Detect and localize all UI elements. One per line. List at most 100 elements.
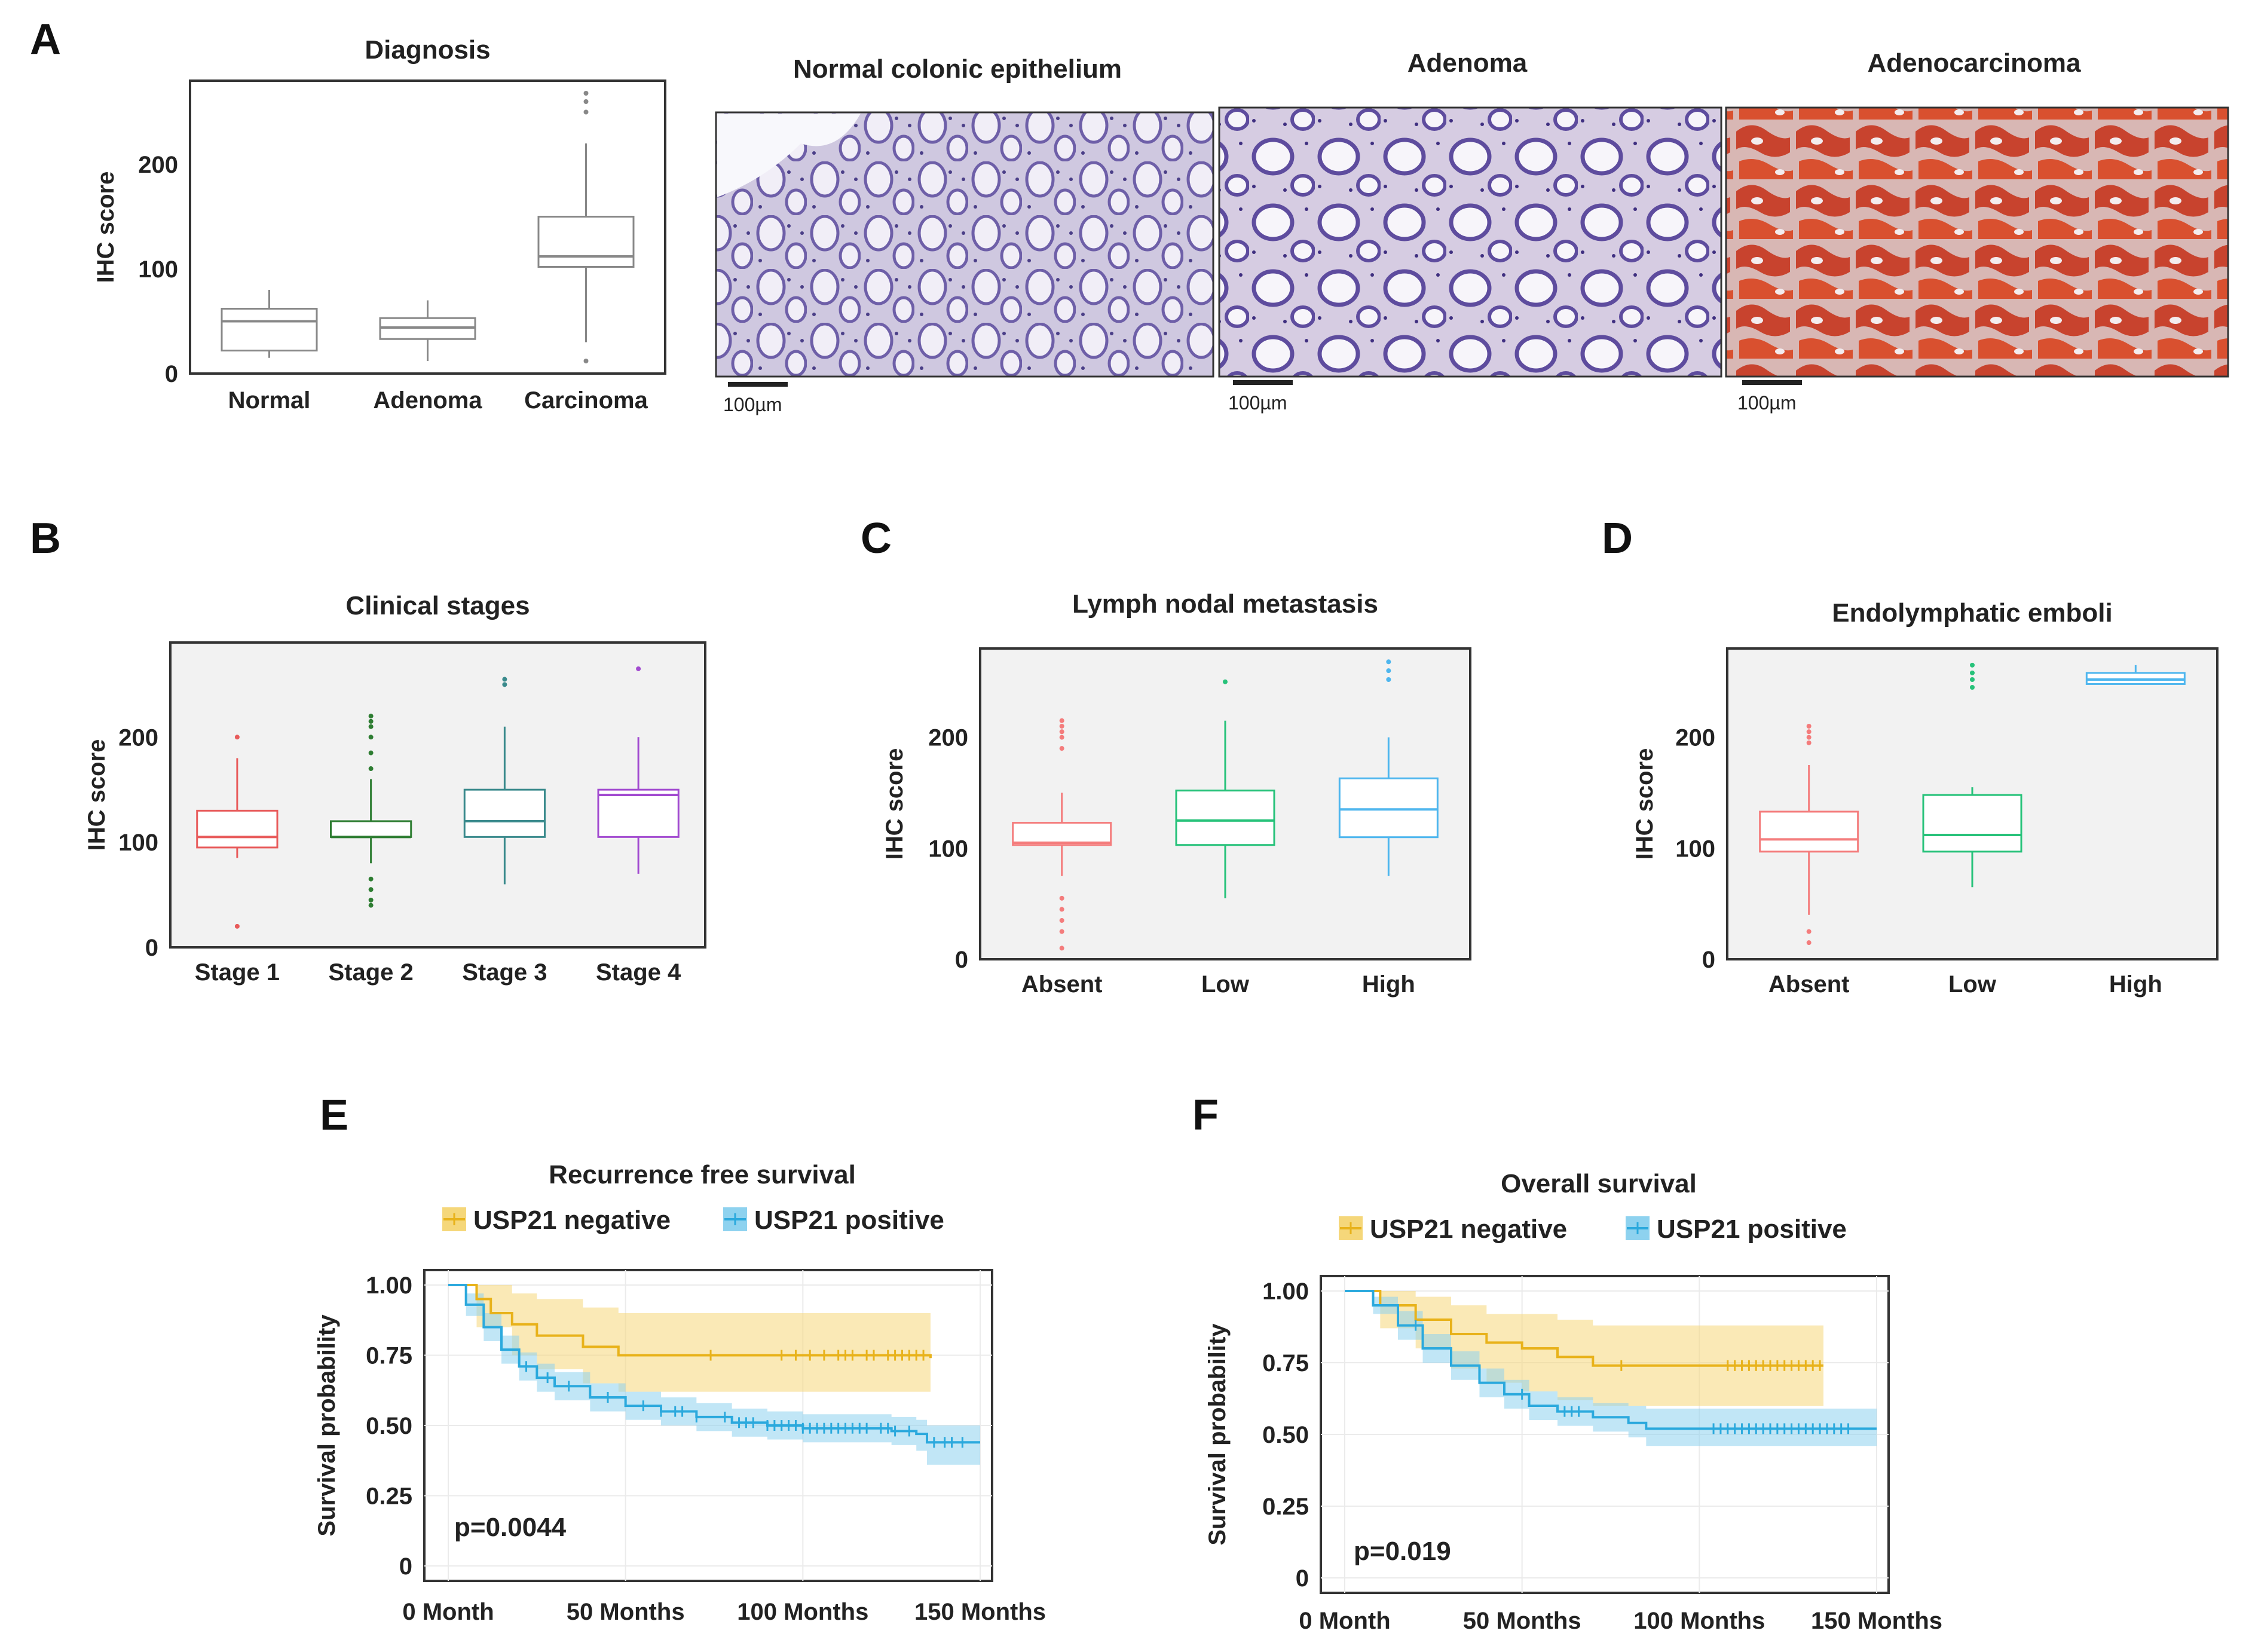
confidence-band-usp21-positive (448, 1285, 980, 1465)
legend-label: USP21 positive (1657, 1214, 1847, 1244)
box-iqr (196, 809, 279, 849)
x-tick-label: 150 Months (914, 1599, 1046, 1625)
p-value-annotation: p=0.0044 (454, 1513, 567, 1542)
y-tick-label: 200 (928, 725, 968, 751)
outlier-point (368, 897, 374, 903)
box-carcinoma (537, 91, 635, 363)
legend-label: USP21 negative (473, 1206, 671, 1235)
y-tick-label: 0 (165, 361, 178, 387)
panel-letter-d: D (1602, 515, 1633, 562)
outlier-point (368, 750, 374, 755)
histology-lumen-normal (717, 114, 861, 197)
x-tick-label: 50 Months (1463, 1608, 1581, 1634)
x-tick-label: Stage 4 (596, 959, 681, 986)
outlier-point (1970, 662, 1975, 668)
outlier-point (368, 766, 374, 772)
y-tick-label: 0.50 (366, 1413, 412, 1439)
y-tick-label: 200 (138, 152, 178, 178)
survival-curve-usp21-negative (448, 1284, 932, 1359)
outlier-point (583, 91, 589, 96)
outlier-point (368, 876, 374, 882)
outlier-point (1059, 746, 1064, 751)
legend-item-usp21-positive: USP21 positive (1626, 1214, 1847, 1244)
boxplot-endolymphatic-emboli: Endolymphatic emboli 0 100 200 IHC score Abse… (1632, 598, 2219, 998)
box-absent (1012, 718, 1112, 951)
outlier-point (1059, 918, 1064, 923)
x-tick-label: 100 Months (1633, 1608, 1765, 1634)
box-high (1338, 659, 1439, 876)
y-axis-label: IHC score (1632, 748, 1658, 860)
x-tick-label: High (1362, 971, 1415, 998)
histology-title-adenoma: Adenoma (1407, 48, 1528, 78)
histology-title-adenocarcinoma: Adenocarcinoma (1868, 48, 2082, 78)
x-tick-label: Absent (1768, 971, 1850, 998)
x-tick-label: Stage 2 (328, 959, 413, 986)
chart-title: Endolymphatic emboli (1832, 598, 2112, 628)
box-iqr (221, 308, 318, 351)
box-absent (1759, 724, 1859, 946)
box-iqr (1012, 822, 1112, 846)
chart-title: Clinical stages (345, 591, 530, 620)
x-tick-label: 50 Months (567, 1599, 685, 1625)
legend-label: USP21 positive (754, 1206, 944, 1235)
legend-item-usp21-positive: USP21 positive (723, 1206, 944, 1235)
histology-image-adenoma (1218, 106, 1722, 378)
outlier-point (1970, 685, 1975, 690)
y-tick-label: 1.00 (366, 1272, 412, 1299)
outlier-point (583, 359, 589, 363)
outlier-point (1806, 929, 1812, 934)
km-recurrence-free-survival: Recurrence free survival USP21 negative US… (314, 1160, 1046, 1625)
legend-label: USP21 negative (1370, 1214, 1567, 1244)
histology-normal: Normal colonic epithelium 100µm (715, 54, 1214, 415)
box-iqr (1922, 794, 2022, 853)
outlier-point (1059, 929, 1064, 934)
y-tick-label: 0.75 (366, 1343, 412, 1369)
y-tick-label: 200 (1675, 725, 1715, 751)
outlier-point (368, 735, 374, 740)
box-iqr (463, 788, 546, 838)
y-tick-label: 100 (138, 256, 178, 283)
outlier-point (1806, 940, 1812, 946)
chart-title: Diagnosis (365, 35, 490, 65)
box-iqr (1759, 810, 1859, 853)
outlier-point (1806, 724, 1812, 729)
y-tick-label: 0 (1296, 1565, 1309, 1592)
y-tick-label: 100 (1675, 836, 1715, 862)
outlier-point (368, 887, 374, 892)
box-low (1175, 679, 1275, 898)
box-stage-1 (196, 735, 279, 929)
chart-title: Lymph nodal metastasis (1072, 589, 1378, 619)
outlier-point (1059, 895, 1064, 901)
legend-item-usp21-negative: USP21 negative (1339, 1214, 1567, 1244)
chart-title: Overall survival (1501, 1169, 1697, 1198)
outlier-point (1970, 670, 1975, 675)
histology-adenoma: Adenoma 100µm (1218, 48, 1722, 414)
y-tick-label: 0.25 (1262, 1494, 1309, 1520)
x-tick-label: Stage 3 (462, 959, 547, 986)
outlier-point (502, 682, 507, 687)
x-tick-label: 0 Month (402, 1599, 494, 1625)
y-axis-label: Survival probability (1204, 1323, 1231, 1546)
outlier-point (1059, 907, 1064, 912)
histology-title-normal: Normal colonic epithelium (793, 54, 1122, 84)
y-axis-label: IHC score (882, 748, 908, 860)
x-tick-label: Absent (1021, 971, 1103, 998)
y-tick-label: 1.00 (1262, 1278, 1309, 1305)
outlier-point (1059, 718, 1064, 723)
y-axis-label: IHC score (84, 739, 110, 851)
panel-letter-f: F (1192, 1091, 1219, 1139)
outlier-point (502, 677, 507, 682)
confidence-band-usp21-negative (1345, 1291, 1823, 1406)
box-high (2085, 665, 2186, 685)
scale-label-normal: 100µm (723, 394, 782, 415)
outlier-point (1386, 677, 1391, 682)
panel-letter-c: C (861, 515, 892, 562)
p-value-annotation: p=0.019 (1354, 1537, 1451, 1566)
box-low (1922, 662, 2022, 888)
histology-image-adenocarcinoma (1725, 106, 2229, 378)
km-overall-survival: Overall survival USP21 negative USP21 posi… (1204, 1169, 1942, 1634)
outlier-point (234, 923, 240, 929)
box-normal (221, 290, 318, 358)
outlier-point (368, 718, 374, 724)
